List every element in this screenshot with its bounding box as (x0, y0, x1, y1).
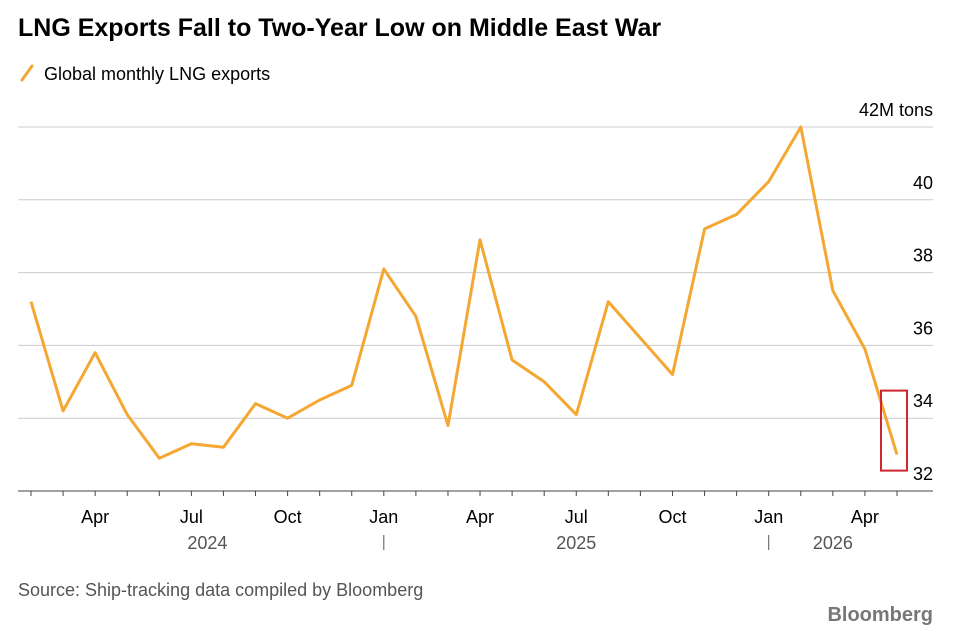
legend-swatch (20, 64, 34, 82)
x-tick-label: Apr (466, 507, 494, 527)
y-tick-label: 42M tons (859, 100, 933, 120)
x-tick-label: Apr (81, 507, 109, 527)
year-label: 2025 (556, 533, 596, 553)
y-tick-label: 40 (913, 173, 933, 193)
x-tick-label: Jul (180, 507, 203, 527)
source-note: Source: Ship-tracking data compiled by B… (18, 580, 423, 600)
y-tick-label: 36 (913, 318, 933, 338)
year-label: 2026 (813, 533, 853, 553)
data-line (29, 125, 899, 460)
legend-label: Global monthly LNG exports (44, 64, 270, 84)
x-tick-label: Oct (274, 507, 302, 527)
y-tick-label: 38 (913, 246, 933, 266)
year-label: 2024 (187, 533, 227, 553)
y-tick-label: 34 (913, 391, 933, 411)
x-tick-label: Jul (565, 507, 588, 527)
x-tick-label: Jan (754, 507, 783, 527)
brand: Bloomberg (827, 604, 933, 626)
highlight-box (880, 389, 908, 472)
y-tick-label: 32 (913, 464, 933, 484)
x-tick-label: Jan (369, 507, 398, 527)
chart-title: LNG Exports Fall to Two-Year Low on Midd… (18, 14, 661, 42)
x-tick-label: Oct (658, 507, 686, 527)
x-tick-label: Apr (851, 507, 879, 527)
